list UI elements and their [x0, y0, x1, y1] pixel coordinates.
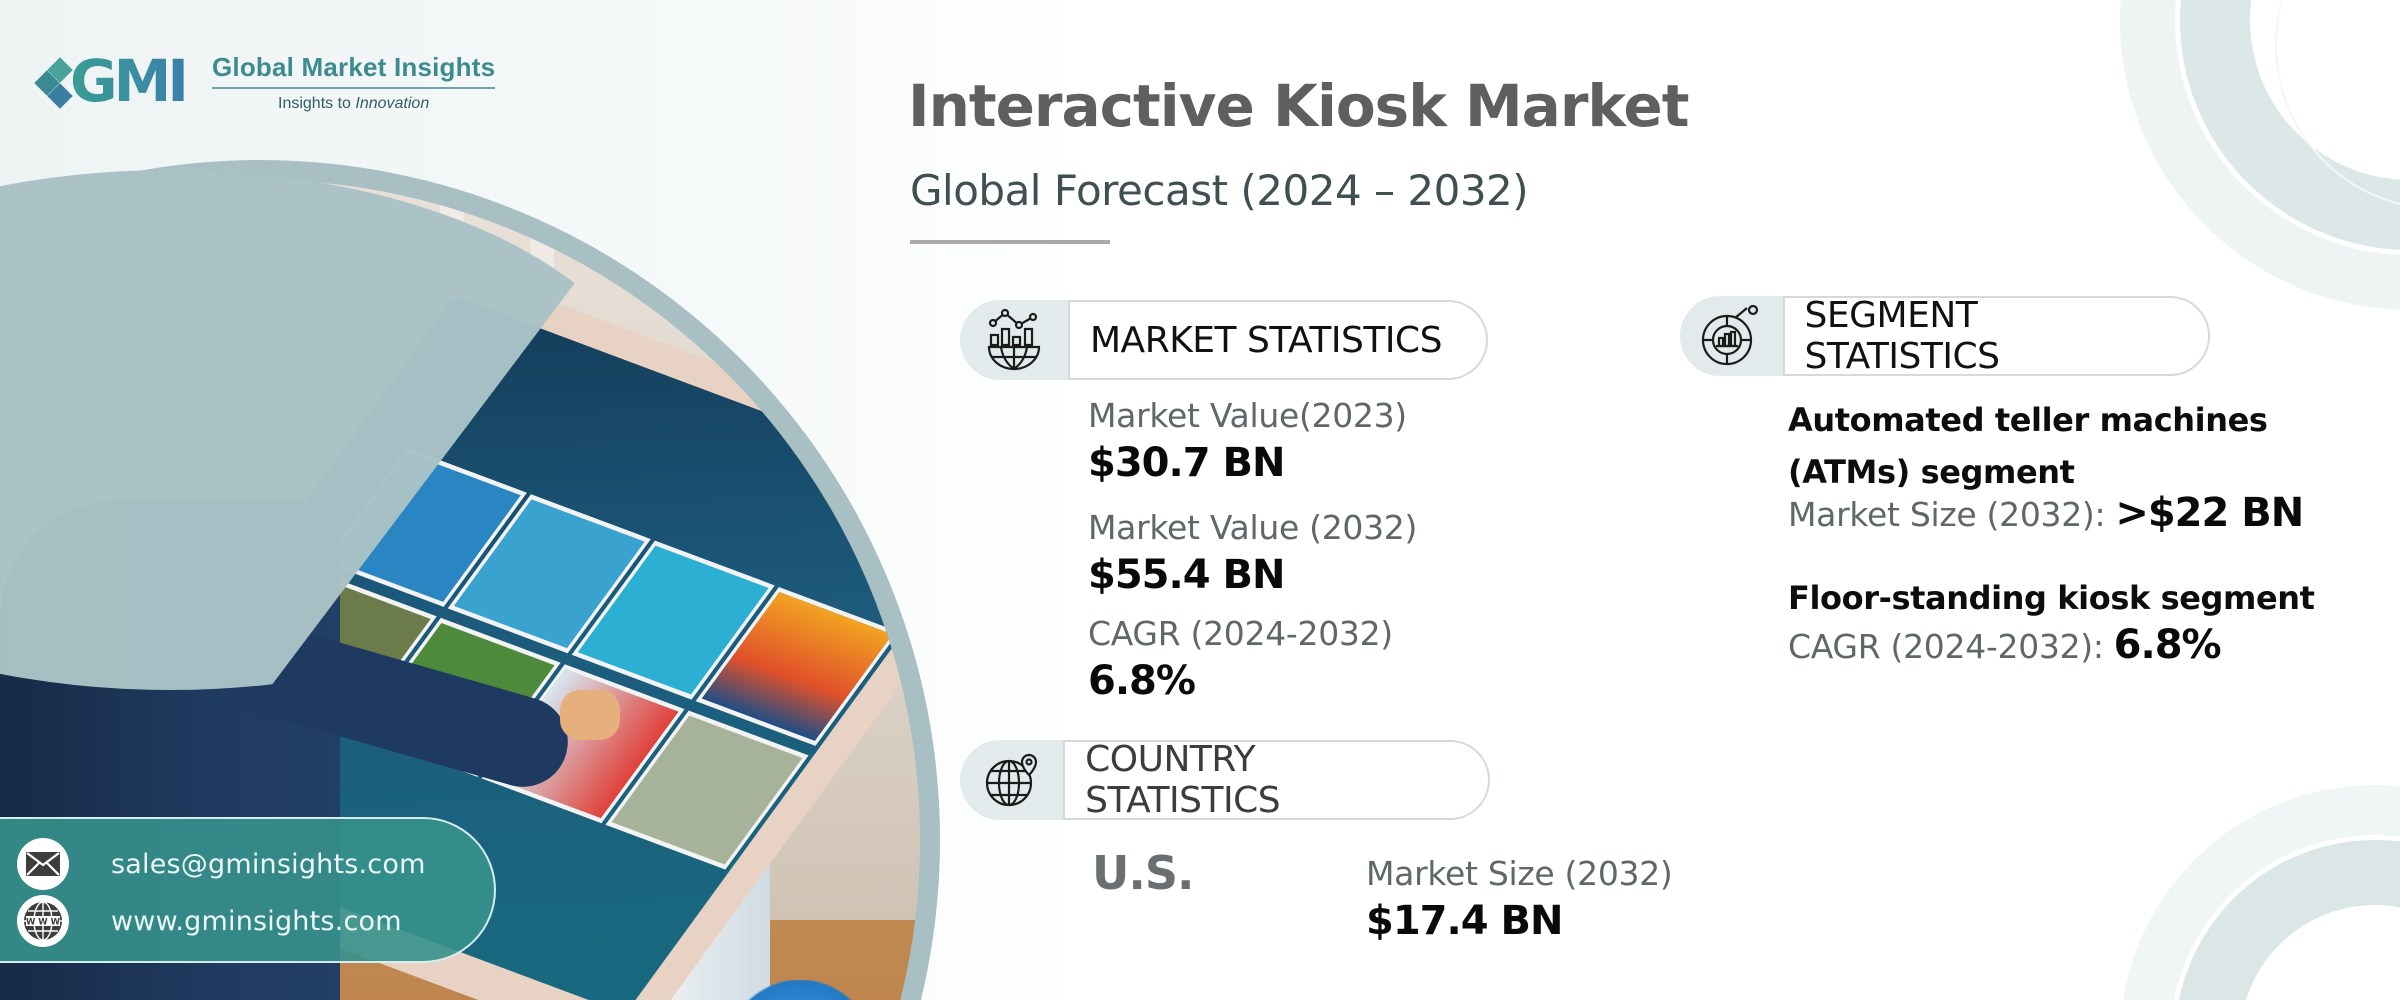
blue-rug — [720, 980, 880, 1000]
market-value-2023: $30.7 BN — [1088, 440, 1285, 486]
market-value-2023-label: Market Value(2023) — [1088, 396, 1407, 435]
country-market-size-label: Market Size (2032) — [1366, 854, 1673, 893]
page-title: Interactive Kiosk Market — [908, 72, 1689, 140]
person-hand — [560, 690, 620, 740]
cagr-value: 6.8% — [1088, 658, 1196, 704]
segment-statistics-header: SEGMENT STATISTICS — [1680, 295, 2210, 377]
segment-atm-title-line2: (ATMs) segment — [1788, 453, 2075, 491]
contact-website-link[interactable]: www.gminsights.com — [111, 905, 402, 937]
logo-letters: GMI — [70, 46, 189, 115]
country-market-size-value: $17.4 BN — [1366, 898, 1563, 944]
market-value-2032: $55.4 BN — [1088, 552, 1285, 598]
segment-floor-standing-cagr: CAGR (2024-2032): 6.8% — [1788, 622, 2222, 668]
segment-pie-chart-icon — [1680, 296, 1783, 376]
contact-website-row[interactable]: W W W www.gminsights.com — [17, 895, 402, 947]
gmi-logo-mark: GMI — [32, 49, 189, 113]
country-statistics-title: COUNTRY STATISTICS — [1063, 739, 1490, 821]
cagr-label: CAGR (2024-2032) — [1088, 614, 1393, 653]
segment-floor-standing-label: CAGR (2024-2032): — [1788, 627, 2104, 666]
market-statistics-header: MARKET STATISTICS — [960, 300, 1490, 380]
company-tagline: Insights to Innovation — [278, 95, 429, 113]
segment-atm-market-size: Market Size (2032): >$22 BN — [1788, 490, 2304, 536]
svg-text:W W W: W W W — [26, 918, 61, 928]
contact-panel: sales@gminsights.com W W W www.gminsight… — [0, 817, 496, 963]
tagline-emphasis: Innovation — [355, 95, 430, 112]
market-statistics-title: MARKET STATISTICS — [1068, 300, 1488, 380]
market-value-2032-label: Market Value (2032) — [1088, 508, 1418, 547]
tagline-prefix: Insights to — [278, 95, 356, 112]
contact-email-link[interactable]: sales@gminsights.com — [111, 848, 426, 880]
gmi-logo: GMI Global Market Insights Insights to I… — [32, 49, 496, 113]
segment-atm-title: Automated teller machines (ATMs) segment — [1788, 394, 2268, 498]
segment-atm-label: Market Size (2032): — [1788, 495, 2106, 534]
title-divider — [910, 240, 1110, 244]
segment-atm-value: >$22 BN — [2115, 490, 2304, 536]
globe-pin-icon — [960, 740, 1064, 820]
segment-atm-title-line1: Automated teller machines — [1788, 401, 2268, 439]
segment-statistics-title: SEGMENT STATISTICS — [1782, 295, 2210, 377]
chart-globe-icon — [960, 300, 1068, 380]
company-name: Global Market Insights — [212, 52, 496, 89]
logo-wordmark: Global Market Insights Insights to Innov… — [212, 52, 496, 113]
segment-floor-standing-value: 6.8% — [2113, 622, 2222, 668]
segment-floor-standing-title: Floor-standing kiosk segment — [1788, 579, 2315, 617]
country-name: U.S. — [1092, 846, 1194, 900]
page-subtitle: Global Forecast (2024 – 2032) — [910, 166, 1529, 215]
contact-email-row[interactable]: sales@gminsights.com — [17, 838, 426, 890]
country-statistics-header: COUNTRY STATISTICS — [960, 739, 1490, 821]
www-globe-icon: W W W — [17, 895, 69, 947]
envelope-icon — [17, 838, 69, 890]
